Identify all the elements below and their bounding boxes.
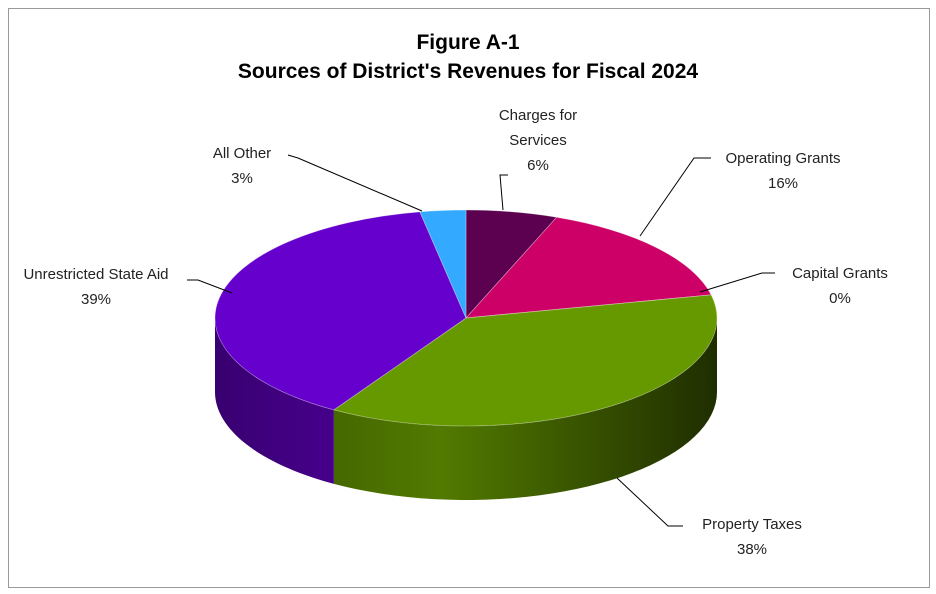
- leader-line: [499, 174, 508, 211]
- pie-slice: [465, 209, 558, 320]
- data-label: Property Taxes 38%: [682, 512, 822, 562]
- leader-line: [699, 272, 775, 293]
- data-label: All Other 3%: [187, 141, 297, 191]
- chart-subtitle: Sources of District's Revenues for Fisca…: [237, 60, 699, 83]
- value-label: 16%: [767, 175, 799, 192]
- data-label: Charges for Services 6%: [488, 103, 588, 178]
- pie-slice: [419, 209, 467, 319]
- category-label: Operating Grants: [725, 150, 841, 167]
- value-label: 38%: [736, 541, 768, 558]
- value-label: 39%: [80, 291, 112, 308]
- category-label: Unrestricted State Aid: [23, 266, 169, 283]
- data-label: Operating Grants 16%: [713, 146, 853, 196]
- chart-title: Figure A-1: [416, 31, 520, 54]
- pie-slice: [214, 211, 467, 411]
- leader-line: [287, 154, 423, 212]
- category-label: Property Taxes: [702, 516, 802, 533]
- value-label: 0%: [829, 290, 851, 307]
- category-label: Capital Grants: [792, 265, 888, 282]
- pie-slice: [465, 216, 712, 319]
- value-label: 6%: [527, 157, 549, 174]
- pie-side: [215, 318, 334, 484]
- data-label: Capital Grants 0%: [780, 261, 900, 311]
- data-label: Unrestricted State Aid 39%: [11, 262, 181, 312]
- pie-slice: [332, 294, 718, 427]
- category-label: Charges for Services: [498, 107, 578, 149]
- leader-line: [639, 157, 711, 237]
- leader-line: [616, 477, 683, 527]
- value-label: 3%: [231, 170, 253, 187]
- leader-line: [187, 279, 233, 294]
- category-label: All Other: [212, 145, 272, 162]
- pie-side: [333, 318, 717, 500]
